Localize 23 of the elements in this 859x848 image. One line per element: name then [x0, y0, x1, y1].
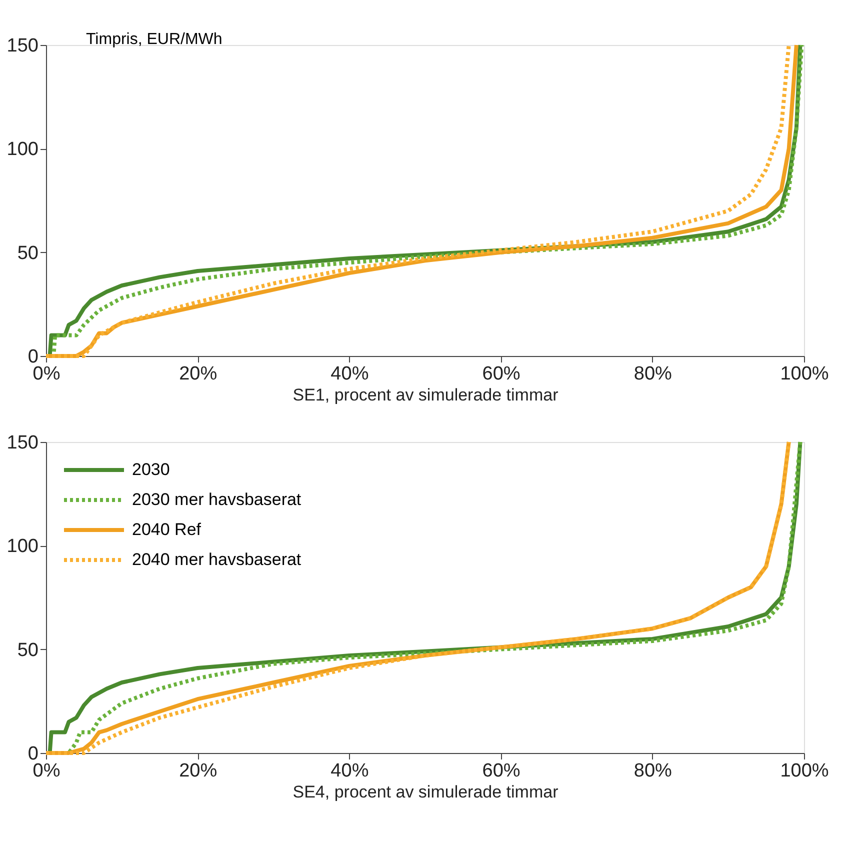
- x-tick-label: 40%: [330, 364, 369, 384]
- x-tick-label: 40%: [330, 760, 369, 782]
- x-tick-label: 20%: [179, 364, 218, 384]
- x-tick-label: 60%: [482, 364, 520, 384]
- y-tick-label: 100: [6, 536, 38, 558]
- y-axis-title: Timpris, EUR/MWh: [86, 31, 222, 48]
- y-tick-label: 50: [17, 242, 38, 264]
- x-tick-label: 80%: [634, 364, 672, 384]
- y-tick-label: 150: [6, 36, 38, 56]
- legend-label: 2040 mer havsbaserat: [132, 550, 302, 569]
- legend-label: 2030: [132, 460, 170, 479]
- y-tick-label: 50: [17, 640, 38, 661]
- x-axis-title: SE4, procent av simulerade timmar: [292, 782, 559, 802]
- x-axis-title: SE1, procent av simulerade timmar: [292, 386, 559, 404]
- y-tick-label: 150: [6, 432, 38, 454]
- x-tick-label: 100%: [780, 760, 829, 782]
- x-tick-label: 20%: [179, 760, 218, 782]
- y-tick-label: 100: [6, 139, 38, 160]
- x-tick-label: 80%: [634, 760, 672, 782]
- legend-label: 2030 mer havsbaserat: [132, 490, 302, 509]
- x-tick-label: 60%: [482, 760, 520, 782]
- legend-label: 2040 Ref: [132, 520, 202, 539]
- x-tick-label: 100%: [780, 364, 829, 384]
